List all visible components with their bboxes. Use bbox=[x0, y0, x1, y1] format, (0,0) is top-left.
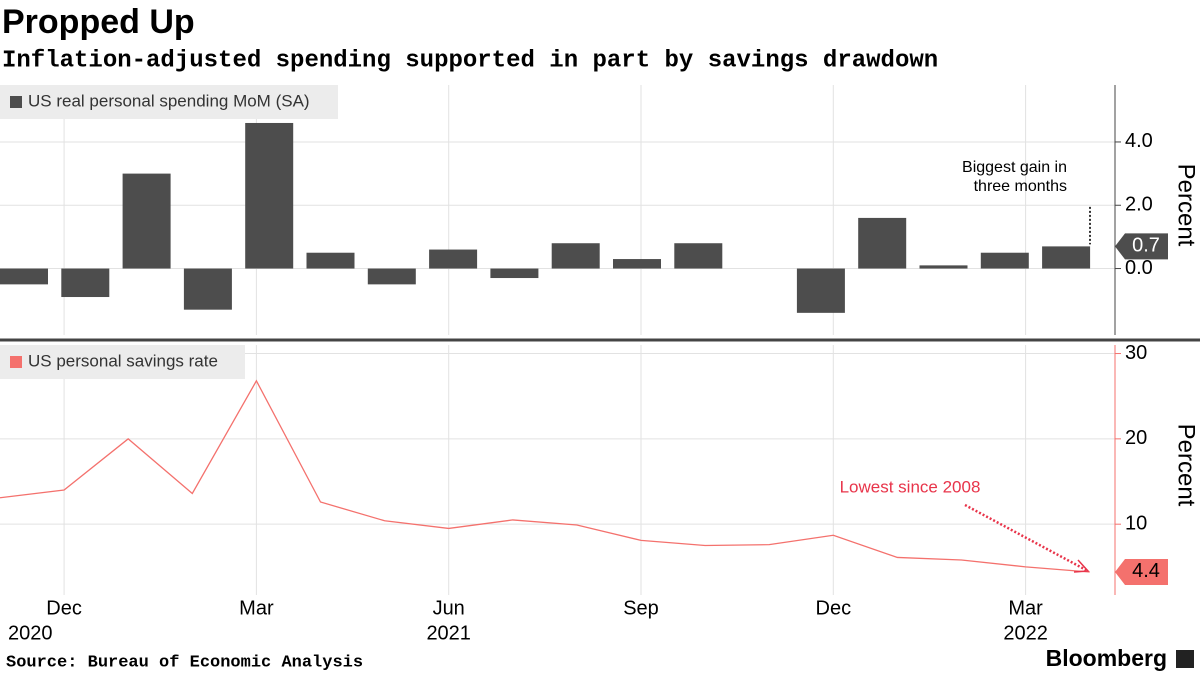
x-year-label: 2021 bbox=[426, 622, 471, 644]
legend-box bbox=[0, 345, 245, 379]
x-tick-label: Mar bbox=[239, 597, 274, 619]
y-axis-label: Percent bbox=[1173, 424, 1200, 507]
y-axis-label: Percent bbox=[1173, 164, 1200, 247]
x-tick-label: Jun bbox=[433, 597, 465, 619]
legend-label: US personal savings rate bbox=[28, 351, 218, 370]
legend-swatch bbox=[10, 356, 22, 368]
x-tick-label: Dec bbox=[816, 597, 852, 619]
bar bbox=[613, 259, 661, 269]
chart-title: Propped Up bbox=[2, 3, 195, 41]
bar bbox=[61, 268, 110, 298]
bar bbox=[245, 122, 294, 269]
annotation-arrow bbox=[964, 503, 1087, 572]
bar bbox=[306, 252, 355, 269]
y-tick-label: 4.0 bbox=[1125, 130, 1153, 152]
bar bbox=[429, 249, 478, 269]
value-label: 0.7 bbox=[1132, 235, 1160, 257]
y-tick-label: 30 bbox=[1125, 342, 1147, 364]
y-tick-label: 2.0 bbox=[1125, 194, 1153, 216]
x-year-label: 2020 bbox=[8, 622, 53, 644]
x-tick-label: Sep bbox=[623, 597, 659, 619]
y-tick-label: 0.0 bbox=[1125, 257, 1153, 279]
source: Source: Bureau of Economic Analysis bbox=[6, 653, 363, 672]
value-label-box bbox=[1115, 558, 1168, 585]
legend-box bbox=[0, 85, 338, 119]
legend-swatch bbox=[10, 96, 22, 108]
bar bbox=[919, 265, 968, 269]
chart-subtitle: Inflation-adjusted spending supported in… bbox=[2, 47, 938, 74]
annotation: three months bbox=[974, 178, 1067, 195]
brand-icon bbox=[1176, 650, 1194, 668]
value-label-box bbox=[1115, 233, 1168, 260]
y-tick-label: 10 bbox=[1125, 512, 1147, 534]
bar bbox=[0, 268, 48, 285]
value-label: 4.4 bbox=[1132, 560, 1160, 582]
bar bbox=[858, 217, 907, 269]
x-year-label: 2022 bbox=[1003, 622, 1048, 644]
brand: Bloomberg bbox=[1046, 645, 1167, 671]
series-line bbox=[0, 379, 1090, 573]
legend-label: US real personal spending MoM (SA) bbox=[28, 91, 310, 110]
x-tick-label: Dec bbox=[46, 597, 82, 619]
bar bbox=[122, 173, 171, 269]
bar bbox=[551, 243, 600, 269]
bar bbox=[980, 252, 1029, 269]
bar bbox=[796, 268, 845, 313]
bar bbox=[490, 268, 539, 279]
annotation: Biggest gain in bbox=[962, 159, 1067, 176]
y-tick-label: 20 bbox=[1125, 427, 1147, 449]
x-tick-label: Mar bbox=[1008, 597, 1043, 619]
bar bbox=[674, 243, 723, 269]
bar bbox=[183, 268, 232, 310]
annotation-arrowhead bbox=[1073, 559, 1090, 573]
bar bbox=[1042, 246, 1091, 269]
annotation: Lowest since 2008 bbox=[840, 477, 981, 496]
bar bbox=[367, 268, 416, 285]
